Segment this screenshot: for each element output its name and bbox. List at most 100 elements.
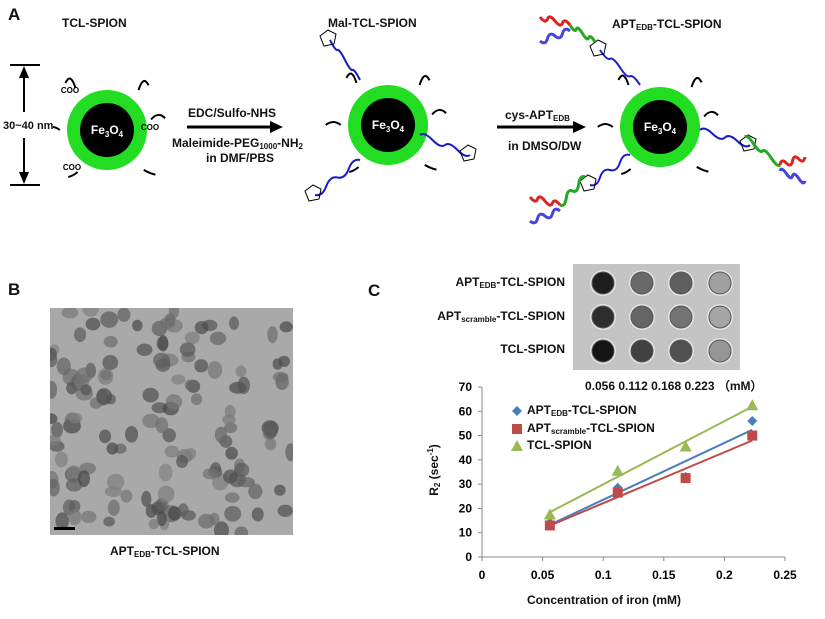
legend-marker bbox=[511, 440, 523, 451]
y-tick-label: 0 bbox=[465, 550, 472, 564]
panel-b-label: B bbox=[8, 280, 21, 299]
tem-nanoparticle bbox=[82, 308, 100, 317]
phantom-concentrations: 0.056 0.112 0.168 0.223 （mM） bbox=[585, 379, 763, 393]
x-axis-label: Concentration of iron (mM) bbox=[527, 593, 681, 607]
peg-chain bbox=[699, 127, 751, 148]
ligand-chain bbox=[696, 166, 709, 173]
step1-linker: Maleimide-PEG1000-NH2 bbox=[172, 136, 303, 151]
ligand-chain bbox=[68, 171, 79, 178]
tem-nanoparticle bbox=[225, 446, 238, 460]
tem-nanoparticle bbox=[68, 500, 81, 513]
tem-nanoparticle bbox=[68, 508, 82, 526]
step1-reagent: EDC/Sulfo-NHS bbox=[188, 106, 276, 120]
legend-marker bbox=[512, 423, 522, 434]
tem-nanoparticle bbox=[106, 473, 125, 491]
tem-nanoparticle bbox=[106, 442, 119, 455]
phantom-well bbox=[630, 339, 654, 363]
tem-nanoparticle bbox=[50, 478, 60, 497]
peg-chain bbox=[528, 195, 562, 207]
tem-nanoparticle bbox=[132, 319, 143, 332]
tem-nanoparticle bbox=[171, 374, 186, 385]
peg-chain bbox=[329, 39, 361, 81]
phantom-well bbox=[708, 305, 732, 329]
peg-chain bbox=[778, 155, 807, 167]
phantom-well bbox=[591, 305, 615, 329]
tcl-spion-title: TCL-SPION bbox=[62, 16, 127, 30]
tem-nanoparticle bbox=[272, 358, 283, 370]
ligand-chain bbox=[690, 76, 703, 88]
iron-oxide-core bbox=[80, 103, 134, 157]
tem-nanoparticle bbox=[274, 484, 286, 496]
tem-nanoparticle bbox=[194, 320, 209, 335]
tem-nanoparticle bbox=[213, 521, 230, 535]
tem-nanoparticle bbox=[102, 355, 119, 371]
phantom-well bbox=[669, 339, 693, 363]
tem-nanoparticle bbox=[222, 414, 236, 425]
step2-solvent: in DMSO/DW bbox=[508, 139, 582, 153]
panel-c-label: C bbox=[368, 281, 381, 300]
tem-nanoparticle bbox=[80, 510, 97, 524]
ligand-chain bbox=[349, 166, 360, 173]
tem-nanoparticle bbox=[157, 485, 175, 503]
tem-nanoparticle bbox=[165, 394, 183, 410]
triangle-marker bbox=[543, 508, 556, 520]
peg-chain bbox=[743, 135, 782, 167]
trendline bbox=[549, 439, 753, 527]
iron-oxide-core bbox=[633, 100, 687, 154]
peg-chain bbox=[539, 27, 571, 45]
tem-nanoparticle bbox=[104, 486, 123, 498]
core-label: Fe3O4 bbox=[372, 118, 405, 134]
triangle-marker bbox=[511, 440, 523, 451]
tem-nanoparticle bbox=[176, 455, 189, 469]
tem-nanoparticle bbox=[75, 367, 93, 384]
nanoparticle-1: Fe3O4 bbox=[44, 77, 166, 178]
phantom-well bbox=[708, 339, 732, 363]
core-label: Fe3O4 bbox=[644, 120, 677, 136]
tem-nanoparticle bbox=[148, 518, 159, 530]
y-tick-label: 40 bbox=[459, 453, 473, 467]
carboxyl-label: COO bbox=[63, 163, 81, 172]
phantom-well bbox=[669, 271, 693, 295]
peg-chain bbox=[538, 15, 572, 27]
ligand-chain bbox=[617, 74, 630, 86]
tem-nanoparticle bbox=[237, 376, 250, 395]
tem-nanoparticle bbox=[184, 331, 200, 345]
y-tick-label: 50 bbox=[459, 429, 473, 443]
tem-nanoparticle bbox=[124, 426, 139, 443]
tem-nanoparticle bbox=[55, 512, 69, 531]
tem-nanoparticle bbox=[107, 499, 120, 516]
tem-nanoparticle bbox=[157, 334, 169, 352]
ligand-chain bbox=[424, 164, 437, 171]
y-tick-label: 20 bbox=[459, 501, 473, 515]
tem-nanoparticle bbox=[164, 445, 179, 458]
ligand-chain bbox=[137, 79, 150, 91]
ligand-chain bbox=[345, 72, 358, 84]
ligand-chain bbox=[64, 77, 77, 89]
peg-chain bbox=[599, 49, 641, 86]
tem-nanoparticle bbox=[185, 447, 197, 460]
tem-nanoparticle bbox=[120, 489, 133, 503]
tem-nanoparticle bbox=[168, 308, 179, 320]
tem-nanoparticle bbox=[264, 437, 277, 451]
triangle-marker bbox=[611, 464, 624, 476]
tem-nanoparticle bbox=[279, 321, 293, 333]
tem-nanoparticle bbox=[99, 429, 112, 444]
tem-nanoparticle bbox=[223, 469, 238, 484]
ligand-chain bbox=[325, 121, 342, 126]
tem-caption: APTEDB-TCL-SPION bbox=[110, 544, 220, 559]
tem-nanoparticle bbox=[142, 387, 159, 403]
scale-bar bbox=[10, 64, 40, 186]
tem-scale-bar bbox=[54, 527, 75, 530]
legend-entry: APTscramble-TCL-SPION bbox=[527, 420, 655, 436]
r2-chart: 0 0.05 0.1 0.15 0.2 0.25 0 10 20 30 40 50 60 70 bbox=[459, 380, 797, 582]
peg-chain bbox=[529, 207, 561, 225]
phantom-well bbox=[591, 271, 615, 295]
tem-nanoparticle bbox=[85, 317, 101, 331]
nanoparticle-2: Fe3O4 bbox=[325, 72, 447, 173]
square-marker bbox=[512, 423, 522, 434]
phantom-well bbox=[630, 305, 654, 329]
x-tick-label: 0.05 bbox=[531, 568, 555, 582]
y-tick-label: 60 bbox=[459, 404, 473, 418]
peg-chain bbox=[568, 24, 597, 43]
maleimide-ring bbox=[579, 174, 597, 192]
